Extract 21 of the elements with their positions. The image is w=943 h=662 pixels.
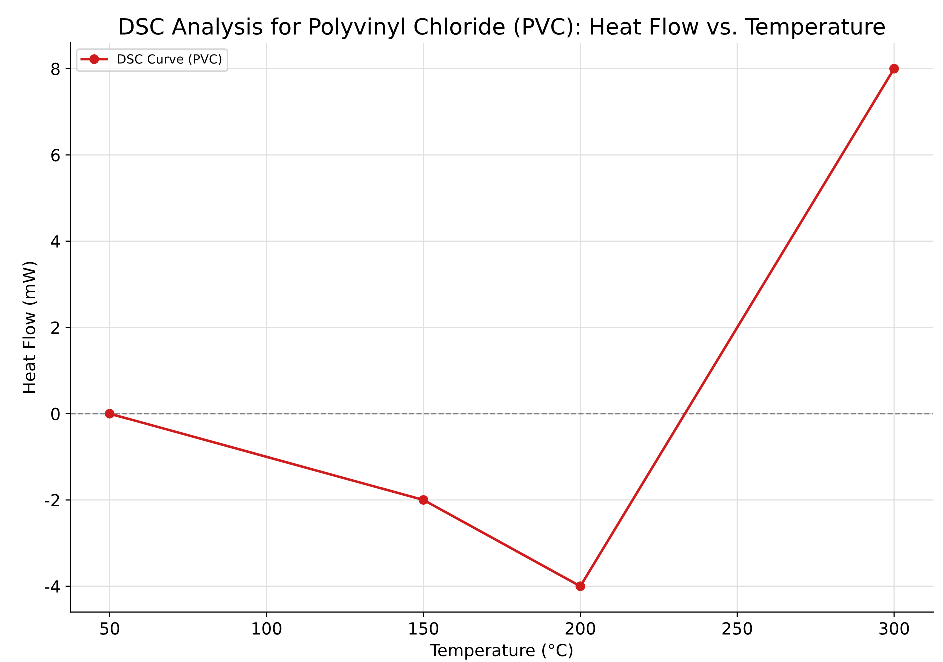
y-tick-label: 6 — [52, 149, 60, 162]
y-tick-label: 4 — [51, 236, 60, 248]
y-axis-title: Heat Flow (mW) — [22, 262, 38, 393]
point — [576, 582, 586, 592]
y-tick-label: 8 — [52, 62, 60, 76]
y-tick-label: -4 — [45, 580, 60, 593]
y-tick-label: 0 — [52, 408, 60, 421]
x-tick-label: 50 — [100, 622, 120, 635]
point — [889, 64, 900, 74]
y-tick-label: -2 — [45, 494, 60, 507]
x-tick-label: 100 — [252, 622, 282, 635]
x-tick-label: 250 — [722, 622, 752, 635]
y-tick-label: 2 — [52, 322, 60, 334]
x-tick-label: 200 — [566, 622, 596, 635]
chart-title: DSC Analysis for Polyvinyl Chloride (PVC): Heat Flow vs. Temperature — [120, 18, 885, 40]
legend-label: DSC Curve (PVC) — [118, 54, 222, 66]
x-tick-label: 300 — [880, 622, 910, 635]
point — [105, 409, 115, 419]
x-axis-title: Temperature (°C) — [430, 644, 573, 660]
point — [418, 495, 429, 506]
x-tick-label: 150 — [410, 622, 439, 635]
